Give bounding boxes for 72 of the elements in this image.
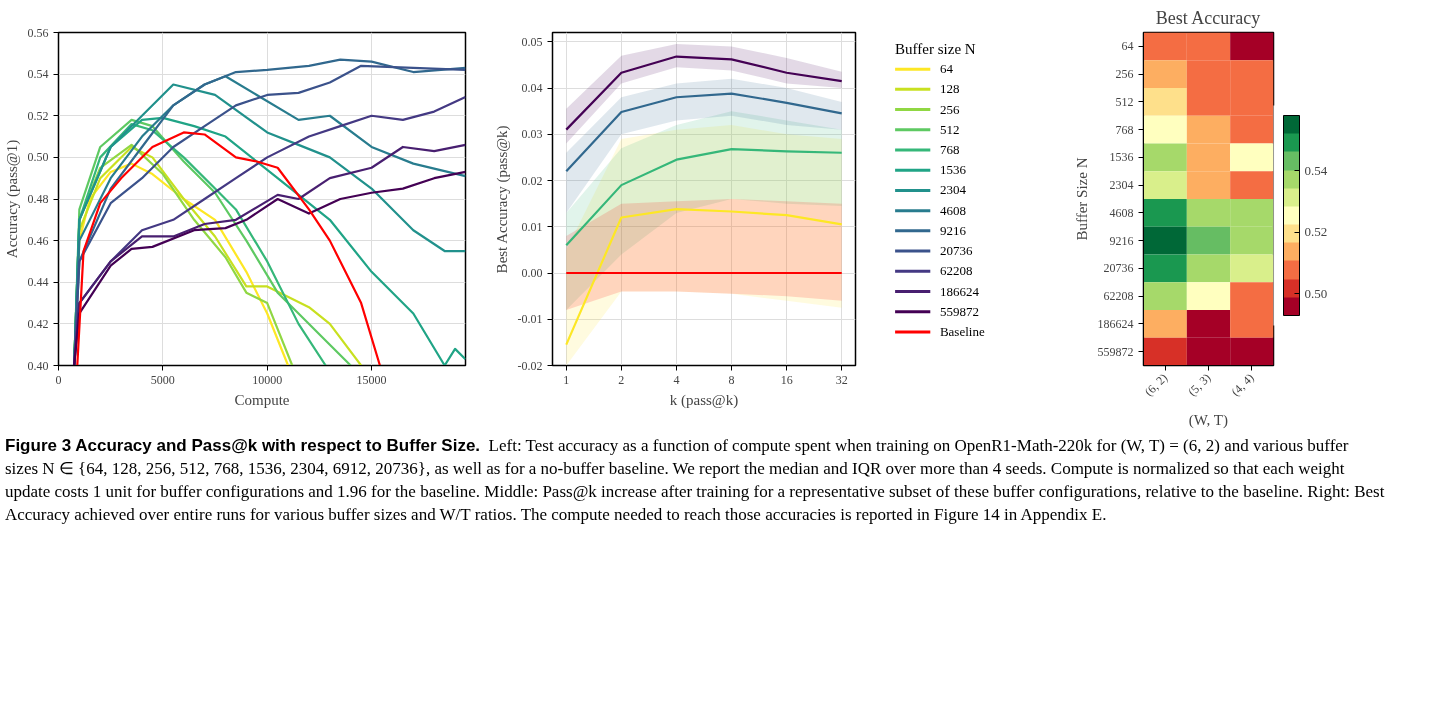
line-series [565, 147, 843, 247]
x-tick-label: 5000 [150, 372, 175, 387]
y-tick-label: 0.44 [27, 275, 49, 290]
y-tick-label: 512 [1115, 94, 1134, 109]
y-tick-label: 256 [1115, 67, 1134, 82]
x-tick-label: (6, 2) [1141, 370, 1171, 399]
y-tick-label: 0.03 [521, 127, 543, 142]
x-tick-label: 0 [55, 372, 62, 387]
x-axis-title: k (pass@k) [669, 391, 739, 409]
legend-label: 20736 [939, 243, 973, 259]
x-tick-label: 16 [780, 372, 793, 387]
y-tick-label: 20736 [1103, 261, 1134, 276]
legend-label: 128 [939, 81, 960, 97]
x-axis-title: (W, T) [1188, 411, 1228, 429]
y-axis-title: Buffer Size N [1073, 157, 1090, 241]
y-tick-label: 0.00 [521, 266, 543, 280]
y-tick-label: 0.42 [27, 316, 49, 331]
y-tick-label: 0.02 [521, 173, 543, 188]
legend-label: 256 [939, 101, 960, 117]
legend-label: 768 [939, 142, 960, 157]
x-tick-label: 8 [728, 372, 735, 387]
legend-label: Baseline [939, 324, 985, 340]
caption: Figure 3 Accuracy and Pass@k with respect to Buffer Size. [5, 436, 481, 455]
y-tick-label: 1536 [1109, 150, 1134, 165]
y-tick-label: 2304 [1109, 178, 1134, 193]
y-tick-label: 64 [1121, 39, 1134, 54]
legend-label: 4608 [939, 202, 966, 218]
color-bar-label: 0.54 [1304, 162, 1328, 178]
legend-label: 64 [939, 61, 954, 77]
x-tick-label: 2 [618, 372, 625, 387]
x-tick-label: (4, 4) [1228, 370, 1257, 399]
y-tick-label: 0.01 [521, 219, 543, 234]
color-bar-label: 0.50 [1304, 285, 1328, 301]
x-tick-label: 32 [835, 372, 848, 387]
y-tick-label: 559872 [1097, 344, 1134, 359]
legend-label: 186624 [939, 283, 980, 299]
y-tick-label: 0.46 [27, 233, 49, 248]
y-tick-label: 9216 [1109, 233, 1134, 248]
y-tick-label: -0.02 [517, 358, 543, 373]
y-tick-label: 186624 [1097, 316, 1134, 331]
y-tick-label: 0.54 [27, 67, 49, 82]
x-tick-label: 15000 [356, 372, 387, 387]
y-axis-title: Accuracy (pass@1) [3, 139, 21, 259]
y-tick-label: -0.01 [517, 312, 543, 327]
color-bar-label: 0.52 [1304, 224, 1328, 240]
y-tick-label: 0.50 [27, 150, 49, 165]
legend-label: 9216 [939, 222, 967, 238]
y-tick-label: 4608 [1109, 205, 1134, 220]
x-tick-label: 1 [563, 372, 570, 387]
y-axis-title: Best Accuracy (pass@k) [493, 125, 511, 274]
y-tick-label: 0.40 [27, 358, 49, 373]
y-tick-label: 768 [1115, 122, 1134, 137]
x-tick-label: 10000 [252, 372, 283, 387]
legend-label: 559872 [939, 303, 979, 319]
line-series [565, 55, 843, 131]
legend-label: 512 [939, 121, 960, 137]
x-tick-label: 4 [673, 372, 680, 387]
legend-label: 62208 [939, 263, 973, 279]
line-series [565, 92, 843, 173]
y-tick-label: 0.05 [521, 34, 543, 49]
y-tick-label: 0.04 [521, 81, 543, 95]
line-series [565, 208, 843, 346]
x-axis-title: Compute [234, 391, 290, 408]
y-tick-label: 62208 [1103, 289, 1134, 304]
chart-title: Best Accuracy [1155, 7, 1261, 28]
legend-label: 2304 [939, 182, 967, 198]
legend-label: 1536 [939, 162, 967, 178]
y-tick-label: 0.48 [27, 192, 49, 206]
x-tick-label: (5, 3) [1185, 370, 1214, 399]
legend-title: Buffer size N [895, 41, 976, 58]
y-tick-label: 0.52 [27, 108, 49, 123]
y-tick-label: 0.56 [27, 25, 49, 40]
